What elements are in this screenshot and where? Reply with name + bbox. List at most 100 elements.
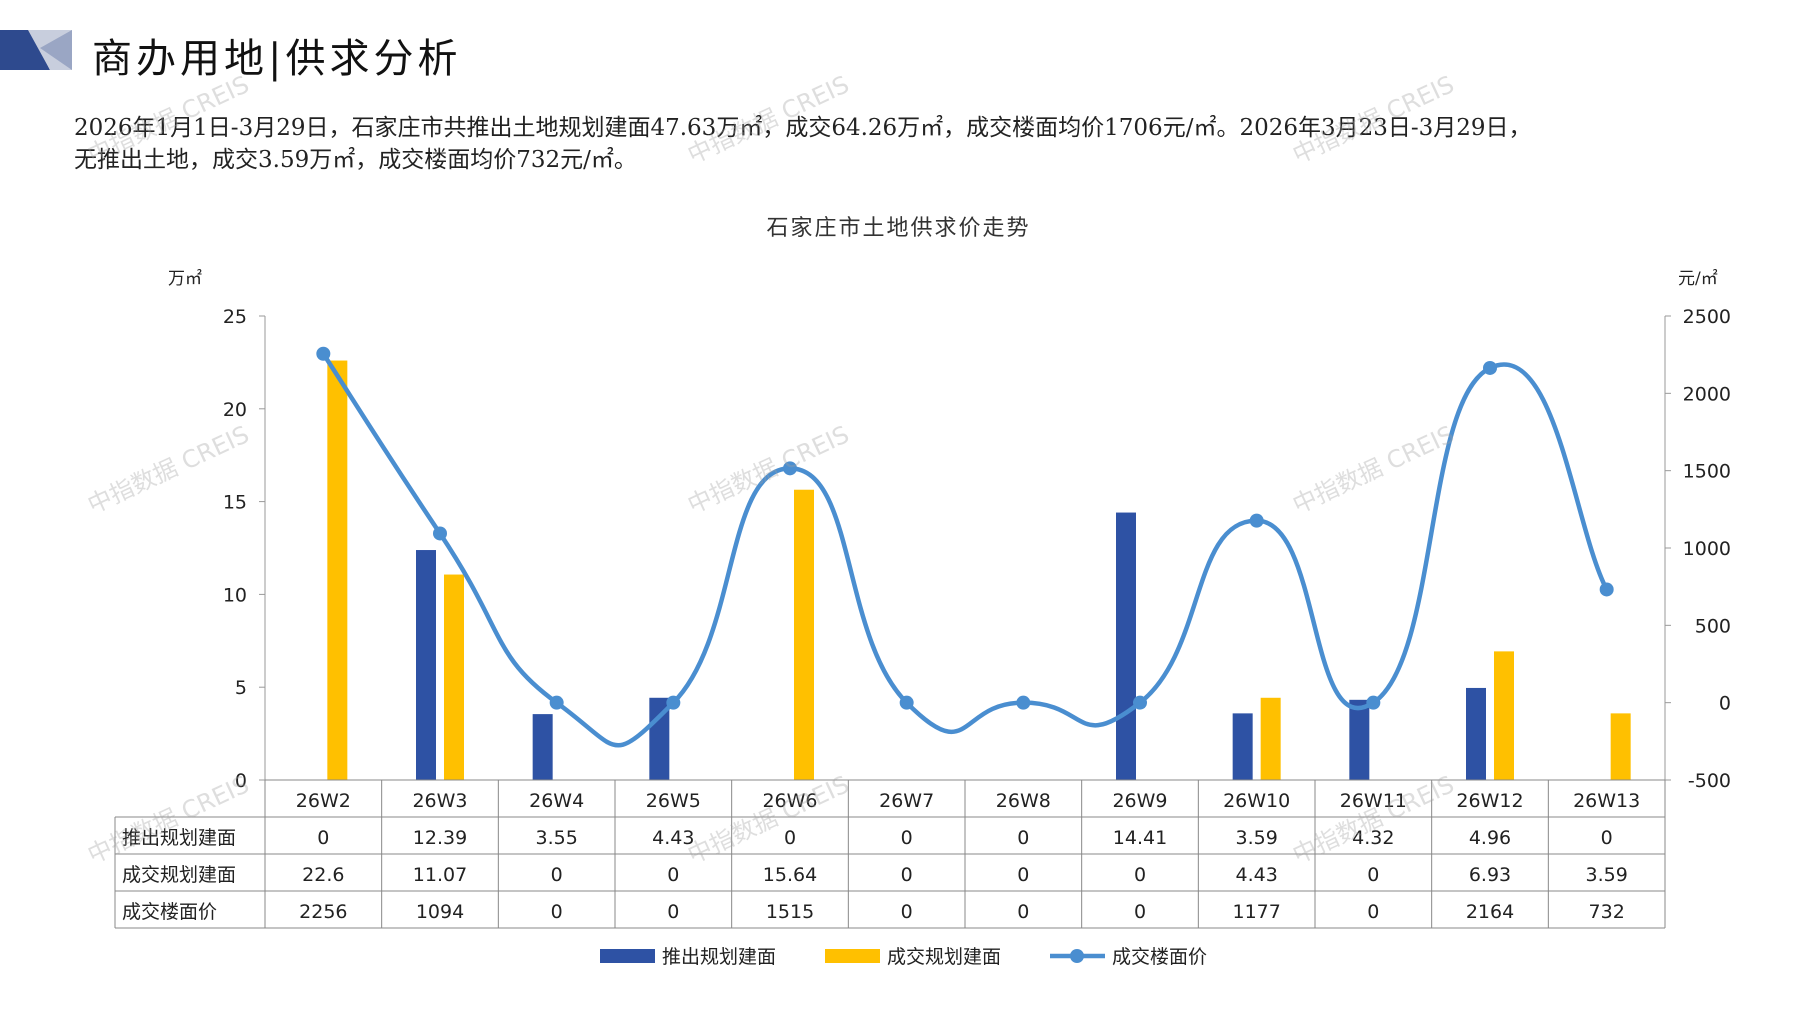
table-value: 4.43: [652, 827, 694, 849]
legend-swatch-marker: [1070, 949, 1084, 963]
right-axis-tick-label: -500: [1688, 770, 1731, 792]
table-value: 2256: [299, 901, 347, 923]
left-axis-tick-label: 20: [223, 399, 247, 421]
table-value: 0: [1601, 827, 1613, 849]
table-value: 2164: [1466, 901, 1514, 923]
left-axis-tick-label: 25: [223, 306, 247, 328]
left-axis-tick-label: 0: [235, 770, 247, 792]
summary-line-2: 无推出土地，成交3.59万㎡，成交楼面均价732元/㎡。: [74, 147, 637, 173]
table-value: 0: [901, 864, 913, 886]
table-series-name: 成交规划建面: [122, 864, 236, 886]
legend-label: 成交规划建面: [887, 946, 1001, 968]
table-value: 1094: [416, 901, 464, 923]
price-point: [1016, 695, 1031, 710]
price-point: [1366, 695, 1381, 710]
bar-deal: [794, 489, 814, 780]
table-value: 1515: [766, 901, 814, 923]
table-value: 1177: [1232, 901, 1280, 923]
bar-push: [1232, 713, 1253, 780]
left-axis-unit: 万㎡: [168, 269, 202, 289]
table-value: 0: [1017, 827, 1029, 849]
bar-push: [416, 550, 436, 780]
table-value: 0: [1134, 864, 1146, 886]
price-point: [1249, 513, 1264, 528]
price-point: [433, 526, 447, 541]
left-axis-tick-label: 5: [235, 677, 247, 699]
table-value: 0: [1134, 901, 1146, 923]
table-value: 0: [551, 864, 563, 886]
chart-title: 石家庄市土地供求价走势: [766, 216, 1031, 241]
table-value: 3.59: [1586, 864, 1628, 886]
left-axis-tick-label: 10: [223, 584, 247, 606]
table-value: 0: [1017, 864, 1029, 886]
table-series-name: 推出规划建面: [122, 827, 236, 849]
table-value: 3.59: [1236, 827, 1278, 849]
price-point: [549, 695, 564, 710]
table-value: 22.6: [302, 864, 344, 886]
category-label: 26W6: [762, 790, 817, 812]
table-value: 0: [901, 901, 913, 923]
table-value: 0: [667, 864, 679, 886]
legend-swatch: [600, 949, 655, 963]
table-value: 3.55: [536, 827, 578, 849]
category-label: 26W7: [879, 790, 934, 812]
right-axis-tick-label: 1000: [1683, 538, 1731, 560]
table-value: 732: [1589, 901, 1625, 923]
table-series-name: 成交楼面价: [122, 901, 217, 923]
bar-push: [1349, 699, 1370, 780]
price-point: [666, 695, 681, 710]
table-value: 12.39: [413, 827, 467, 849]
right-axis-tick-label: 0: [1719, 693, 1731, 715]
category-label: 26W5: [646, 790, 701, 812]
summary-text: 2026年1月1日-3月29日，石家庄市共推出土地规划建面47.63万㎡，成交6…: [74, 112, 1734, 176]
legend-swatch: [825, 949, 880, 963]
price-point: [783, 461, 797, 476]
table-value: 4.43: [1236, 864, 1278, 886]
category-label: 26W11: [1340, 790, 1407, 812]
category-label: 26W12: [1456, 790, 1523, 812]
table-value: 14.41: [1113, 827, 1167, 849]
table-value: 0: [901, 827, 913, 849]
right-axis-tick-label: 2000: [1683, 383, 1731, 405]
bar-deal: [1610, 713, 1631, 780]
table-value: 0: [1017, 901, 1029, 923]
table-value: 11.07: [413, 864, 467, 886]
table-value: 0: [667, 901, 679, 923]
legend-label: 推出规划建面: [662, 946, 776, 968]
header: 商办用地|供求分析: [0, 22, 1797, 82]
bar-push: [1466, 687, 1486, 780]
summary-line-1: 2026年1月1日-3月29日，石家庄市共推出土地规划建面47.63万㎡，成交6…: [74, 115, 1532, 141]
bar-deal: [1260, 697, 1281, 780]
category-label: 26W9: [1112, 790, 1167, 812]
bar-deal: [444, 574, 464, 780]
category-label: 26W4: [529, 790, 584, 812]
category-label: 26W13: [1573, 790, 1640, 812]
table-value: 4.96: [1469, 827, 1511, 849]
category-label: 26W10: [1223, 790, 1290, 812]
price-line: [321, 352, 1609, 748]
right-axis-tick-label: 2500: [1683, 306, 1731, 328]
right-axis-tick-label: 1500: [1683, 461, 1731, 483]
right-axis-unit: 元/㎡: [1678, 269, 1718, 289]
table-value: 6.93: [1469, 864, 1511, 886]
category-label: 26W2: [296, 790, 351, 812]
table-value: 0: [551, 901, 563, 923]
table-value: 15.64: [763, 864, 817, 886]
table-value: 0: [317, 827, 329, 849]
price-point: [1133, 695, 1147, 710]
bar-push: [532, 714, 553, 780]
table-value: 0: [1367, 864, 1379, 886]
logo-dark-shape: [0, 30, 50, 70]
category-label: 26W8: [996, 790, 1051, 812]
logo-icon: [0, 30, 72, 70]
price-point: [899, 695, 914, 710]
right-axis-tick-label: 500: [1695, 615, 1731, 637]
legend-label: 成交楼面价: [1112, 946, 1207, 968]
bar-deal: [1494, 651, 1514, 780]
logo-mid-shape: [40, 30, 72, 70]
left-axis-tick-label: 15: [223, 492, 247, 514]
page-title: 商办用地|供求分析: [92, 36, 462, 82]
table-value: 0: [784, 827, 796, 849]
bar-push: [1116, 512, 1136, 780]
